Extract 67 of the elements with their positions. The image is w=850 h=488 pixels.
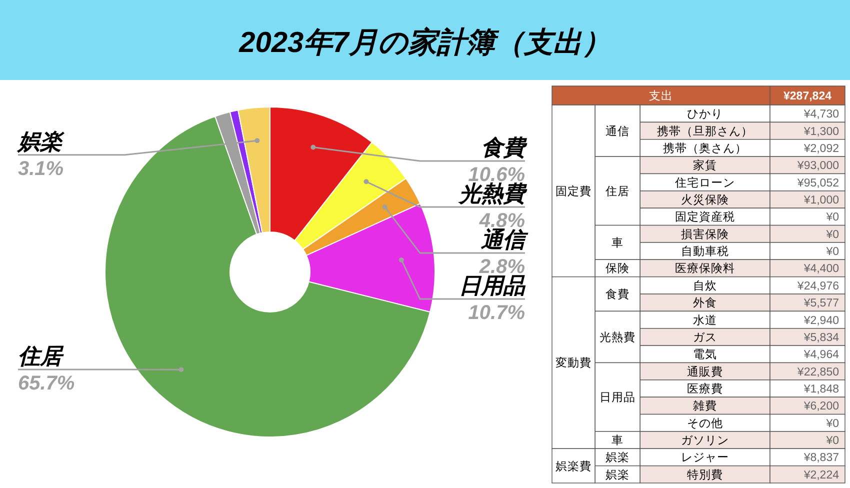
category-label: 車 [612,435,624,448]
text: ¥4,730 [804,108,839,121]
text: ¥95,052 [797,177,839,190]
text: 支出 [649,90,673,102]
text: ¥4,400 [804,263,839,276]
category-label: 光熱費 [600,332,636,344]
category-label: 通信 [606,126,630,138]
category-label: ひかり [687,108,723,121]
text: ¥22,850 [797,366,839,378]
category-label: ガソリン [681,435,729,448]
text: ¥0 [826,228,839,241]
text: ¥6,200 [804,400,839,413]
text: ¥93,000 [797,160,839,172]
text: ¥2,092 [804,142,839,155]
category-label: 固定資産税 [675,212,735,224]
category-label: 損害保険 [681,228,729,241]
category-label: 火災保険 [681,194,729,206]
text: ¥2,940 [804,314,839,327]
text: ¥1,848 [804,384,839,396]
category-label: 特別費 [687,469,723,482]
text: ¥5,577 [804,298,839,310]
category-label: 水道 [693,314,717,327]
chart-title: 2023年7月の家計簿（支出） [238,26,611,59]
text: ¥1,300 [804,126,839,138]
category-label: 携帯（旦那さん） [657,126,753,138]
category-label: 車 [612,237,624,250]
category-label: 電気 [693,349,717,362]
text: ¥0 [826,418,839,430]
category-label: 通販費 [687,366,723,378]
category-label: 自炊 [693,280,717,292]
category-label: 自動車税 [681,246,729,258]
slice-label: 住居 [18,344,64,369]
category-label: 住居 [606,186,630,198]
data-label: 65.7% [18,372,75,395]
category-label: 医療保険料 [675,263,735,276]
text: ¥24,976 [797,280,839,292]
category-label: その他 [687,418,723,430]
category-label: 医療費 [687,384,723,396]
category-label: 娯楽 [606,452,630,464]
text: 変動費 [556,358,592,370]
category-label: 住宅ローン [675,177,735,190]
slice-label: 娯楽 [16,128,65,154]
category-label: 食費 [606,289,630,301]
text: 娯楽費 [556,460,592,473]
category-label: ガス [693,332,717,344]
category-label: 保険 [606,263,630,276]
category-label: レジャー [681,452,729,464]
category-label: 雑費 [693,400,717,413]
text: ¥0 [826,212,839,224]
category-label: 外食 [693,298,717,310]
text: 固定費 [556,186,592,198]
data-label: 10.7% [468,302,526,324]
data-label: 3.1% [18,158,64,180]
text: ¥287,824 [784,90,832,102]
category-label: 娯楽 [606,469,630,482]
text: ¥8,837 [804,452,839,464]
category-label: 携帯（奥さん） [663,142,747,155]
text: ¥0 [826,435,839,448]
category-label: 家賃 [693,160,717,172]
category-label: 日用品 [600,392,636,404]
slice-label: 日用品 [459,273,526,298]
text: ¥2,224 [804,469,839,482]
text: ¥5,834 [804,332,839,344]
slice-label: 食費 [481,135,528,160]
text: ¥4,964 [804,349,839,362]
text: ¥1,000 [804,194,839,206]
text: ¥0 [826,246,839,258]
